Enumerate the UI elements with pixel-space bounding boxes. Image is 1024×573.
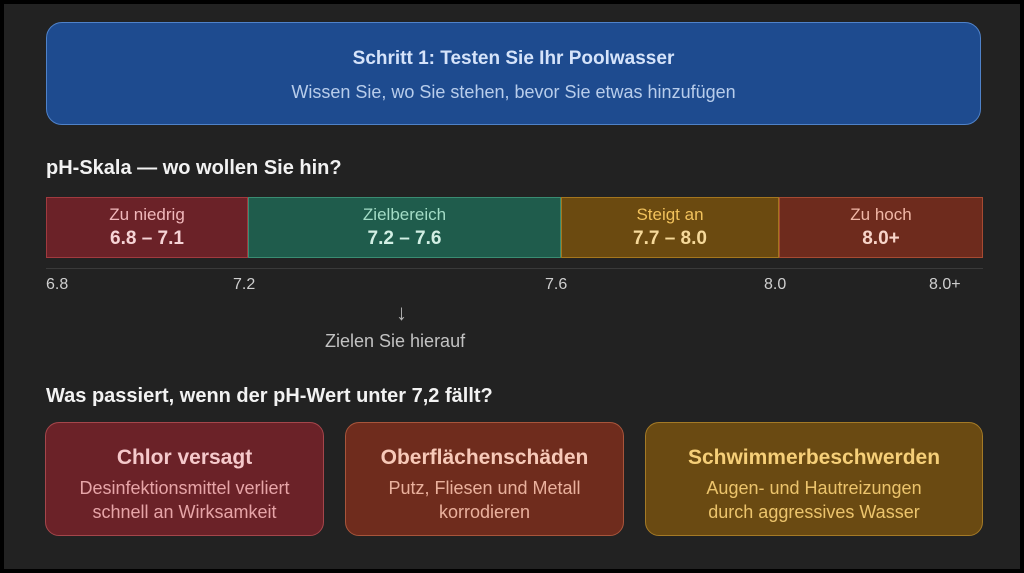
card-description-line: schnell an Wirksamkeit [92, 502, 277, 522]
step-header-banner: Schritt 1: Testen Sie Ihr Poolwasser Wis… [46, 22, 981, 125]
segment-range: 8.0+ [862, 228, 900, 249]
tick-label: 6.8 [46, 276, 69, 293]
card-description-line: korrodieren [438, 502, 531, 522]
tick-label: 8.0+ [929, 276, 961, 293]
card-description-line: Augen- und Hautreizungen [706, 478, 922, 498]
segment-name: Zielbereich [362, 205, 447, 224]
effect-card-swimmer: Schwimmerbeschwerden Augen- und Hautreiz… [645, 422, 983, 536]
card-description-line: Desinfektionsmittel verliert [79, 478, 290, 498]
arrow-down-icon: ↓ [396, 300, 407, 325]
segment-range: 7.2 – 7.6 [367, 228, 442, 249]
card-description: Augen- und Hautreizungen durch aggressiv… [654, 476, 974, 524]
ph-segment-too-high: Zu hoch 8.0+ [779, 197, 983, 258]
ph-segment-target: Zielbereich 7.2 – 7.6 [248, 197, 561, 258]
card-description-line: durch aggressives Wasser [708, 502, 920, 522]
card-description: Desinfektionsmittel verliert schnell an … [54, 476, 315, 524]
ph-scale-bar: Zu niedrig 6.8 – 7.1 Zielbereich 7.2 – 7… [46, 197, 983, 258]
target-annotation: Zielen Sie hierauf [325, 331, 466, 351]
tick-label: 7.2 [233, 276, 256, 293]
tick-label: 7.6 [545, 276, 568, 293]
effect-card-chlorine: Chlor versagt Desinfektionsmittel verlie… [45, 422, 324, 536]
ph-scale-heading: pH-Skala — wo wollen Sie hin? [46, 157, 342, 179]
step-title: Schritt 1: Testen Sie Ihr Poolwasser [352, 48, 675, 69]
segment-range: 7.7 – 8.0 [633, 228, 707, 249]
segment-name: Zu niedrig [109, 205, 185, 224]
card-description: Putz, Fliesen und Metall korrodieren [354, 476, 615, 524]
card-title: Chlor versagt [116, 446, 253, 469]
tick-label: 8.0 [764, 276, 787, 293]
step-subtitle: Wissen Sie, wo Sie stehen, bevor Sie etw… [291, 82, 736, 102]
effect-card-surface: Oberflächenschäden Putz, Fliesen und Met… [345, 422, 624, 536]
scale-axis-line [46, 268, 983, 269]
segment-name: Zu hoch [850, 205, 912, 224]
ph-segment-too-low: Zu niedrig 6.8 – 7.1 [46, 197, 248, 258]
card-title: Oberflächenschäden [380, 446, 589, 469]
segment-range: 6.8 – 7.1 [110, 228, 184, 249]
effects-heading: Was passiert, wenn der pH-Wert unter 7,2… [46, 385, 493, 407]
segment-name: Steigt an [636, 205, 704, 224]
card-title: Schwimmerbeschwerden [687, 446, 941, 469]
ph-segment-rising: Steigt an 7.7 – 8.0 [561, 197, 779, 258]
card-description-line: Putz, Fliesen und Metall [388, 478, 581, 498]
